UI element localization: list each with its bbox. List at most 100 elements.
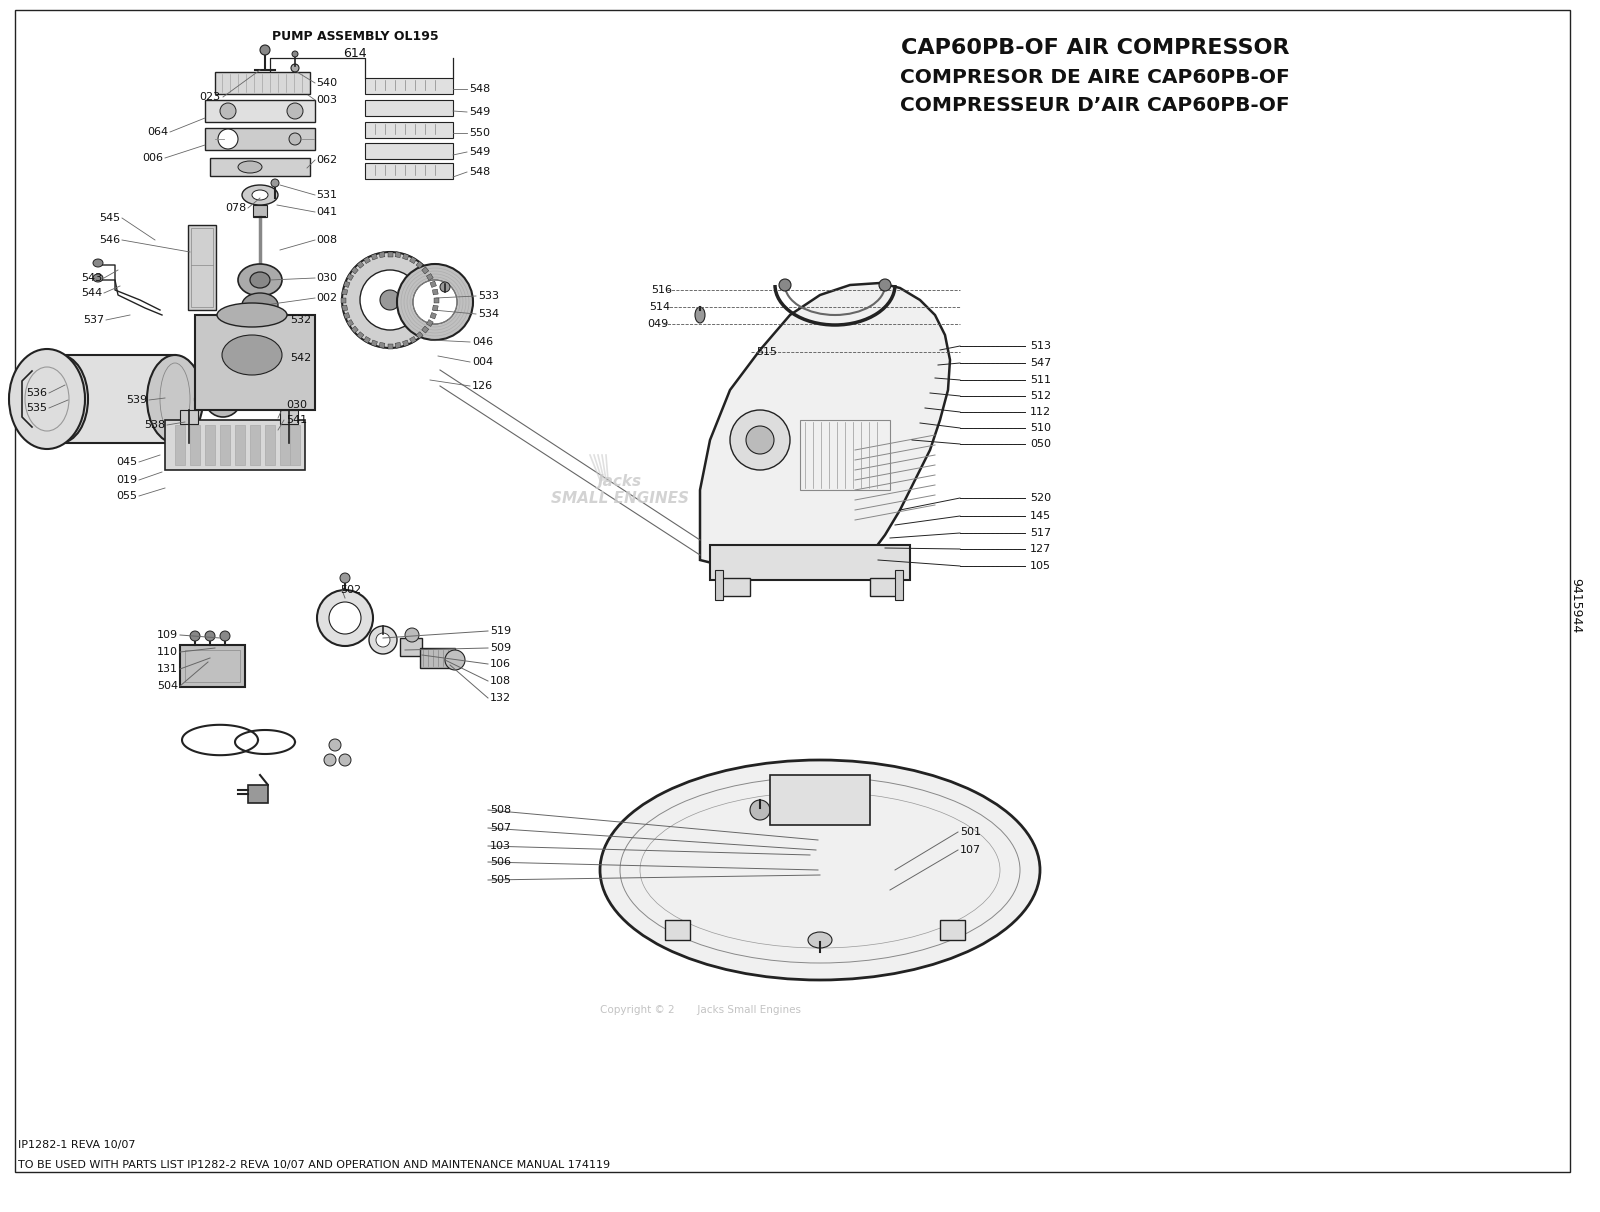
Text: 510: 510 — [1030, 423, 1051, 433]
Bar — [357, 332, 363, 339]
Ellipse shape — [291, 64, 299, 72]
Bar — [210, 158, 310, 176]
Bar — [870, 578, 899, 596]
Ellipse shape — [317, 590, 373, 646]
Bar — [205, 425, 214, 465]
Bar — [410, 257, 416, 263]
Bar — [365, 78, 453, 95]
Text: 548: 548 — [469, 167, 490, 177]
Text: 540: 540 — [317, 78, 338, 88]
Bar — [395, 252, 402, 258]
Text: 9415944: 9415944 — [1570, 578, 1582, 634]
Bar — [189, 225, 216, 310]
Bar — [422, 267, 429, 274]
Bar — [434, 297, 438, 303]
Text: 520: 520 — [1030, 493, 1051, 503]
Text: 008: 008 — [317, 235, 338, 245]
Text: 062: 062 — [317, 155, 338, 165]
Ellipse shape — [242, 293, 278, 318]
Text: 003: 003 — [317, 95, 338, 105]
Text: 508: 508 — [490, 805, 510, 814]
Ellipse shape — [330, 739, 341, 751]
Ellipse shape — [381, 290, 400, 310]
Text: 501: 501 — [960, 827, 981, 837]
Bar — [363, 337, 371, 343]
Bar — [379, 252, 386, 258]
Ellipse shape — [360, 270, 419, 330]
Text: 516: 516 — [651, 285, 672, 295]
Text: 546: 546 — [99, 235, 120, 245]
Ellipse shape — [376, 633, 390, 647]
Text: COMPRESOR DE AIRE CAP60PB-OF: COMPRESOR DE AIRE CAP60PB-OF — [901, 68, 1290, 87]
Text: 543: 543 — [82, 273, 102, 282]
Text: 541: 541 — [286, 415, 307, 425]
Text: 545: 545 — [99, 213, 120, 223]
Ellipse shape — [222, 335, 282, 375]
Text: 547: 547 — [1030, 358, 1051, 368]
Bar — [165, 421, 306, 470]
Text: IP1282-1 REVA 10/07: IP1282-1 REVA 10/07 — [18, 1140, 136, 1150]
Text: 145: 145 — [1030, 511, 1051, 521]
Text: 548: 548 — [469, 84, 490, 95]
Bar — [344, 313, 350, 319]
Bar — [179, 410, 198, 424]
Bar — [365, 162, 453, 179]
Ellipse shape — [221, 103, 237, 119]
Bar — [432, 305, 438, 311]
Text: 030: 030 — [317, 273, 338, 282]
Ellipse shape — [242, 185, 278, 205]
Bar — [371, 341, 378, 347]
Bar — [190, 228, 213, 307]
Bar — [341, 297, 347, 303]
Ellipse shape — [93, 259, 102, 267]
Bar — [363, 257, 371, 263]
Bar — [430, 313, 437, 319]
Ellipse shape — [93, 274, 102, 282]
Text: 517: 517 — [1030, 528, 1051, 538]
Ellipse shape — [253, 190, 269, 200]
Ellipse shape — [370, 627, 397, 654]
Text: 131: 131 — [157, 664, 178, 674]
Bar — [432, 290, 438, 295]
Text: 055: 055 — [115, 491, 138, 501]
Bar — [248, 785, 269, 804]
Bar — [365, 122, 453, 138]
Bar — [342, 305, 347, 311]
Bar — [941, 920, 965, 941]
Bar — [190, 425, 200, 465]
Bar — [427, 274, 434, 280]
Bar — [720, 578, 750, 596]
Text: 107: 107 — [960, 845, 981, 854]
Text: 105: 105 — [1030, 561, 1051, 571]
Ellipse shape — [397, 264, 474, 341]
Text: 549: 549 — [469, 147, 490, 158]
Text: COMPRESSEUR D’AIR CAP60PB-OF: COMPRESSEUR D’AIR CAP60PB-OF — [901, 96, 1290, 115]
Text: 019: 019 — [115, 475, 138, 485]
Text: CAP60PB-OF AIR COMPRESSOR: CAP60PB-OF AIR COMPRESSOR — [901, 38, 1290, 58]
Ellipse shape — [342, 252, 438, 348]
Text: 514: 514 — [650, 302, 670, 311]
Polygon shape — [701, 282, 950, 574]
Text: 549: 549 — [469, 107, 490, 118]
Text: 127: 127 — [1030, 544, 1051, 554]
Text: 531: 531 — [317, 190, 338, 200]
Bar — [357, 262, 363, 268]
Ellipse shape — [32, 355, 88, 444]
Ellipse shape — [10, 349, 85, 448]
Bar — [352, 326, 358, 333]
Bar — [710, 545, 910, 581]
Ellipse shape — [730, 410, 790, 470]
Text: 505: 505 — [490, 875, 510, 885]
Text: 509: 509 — [490, 644, 510, 653]
Ellipse shape — [323, 754, 336, 766]
Text: 049: 049 — [646, 319, 669, 328]
Text: 512: 512 — [1030, 391, 1051, 401]
Text: 006: 006 — [142, 153, 163, 162]
Ellipse shape — [270, 179, 278, 187]
Text: 614: 614 — [342, 47, 366, 61]
Bar — [403, 253, 410, 261]
Bar — [800, 421, 890, 490]
Bar — [174, 425, 186, 465]
Bar — [379, 343, 386, 348]
Ellipse shape — [750, 800, 770, 821]
